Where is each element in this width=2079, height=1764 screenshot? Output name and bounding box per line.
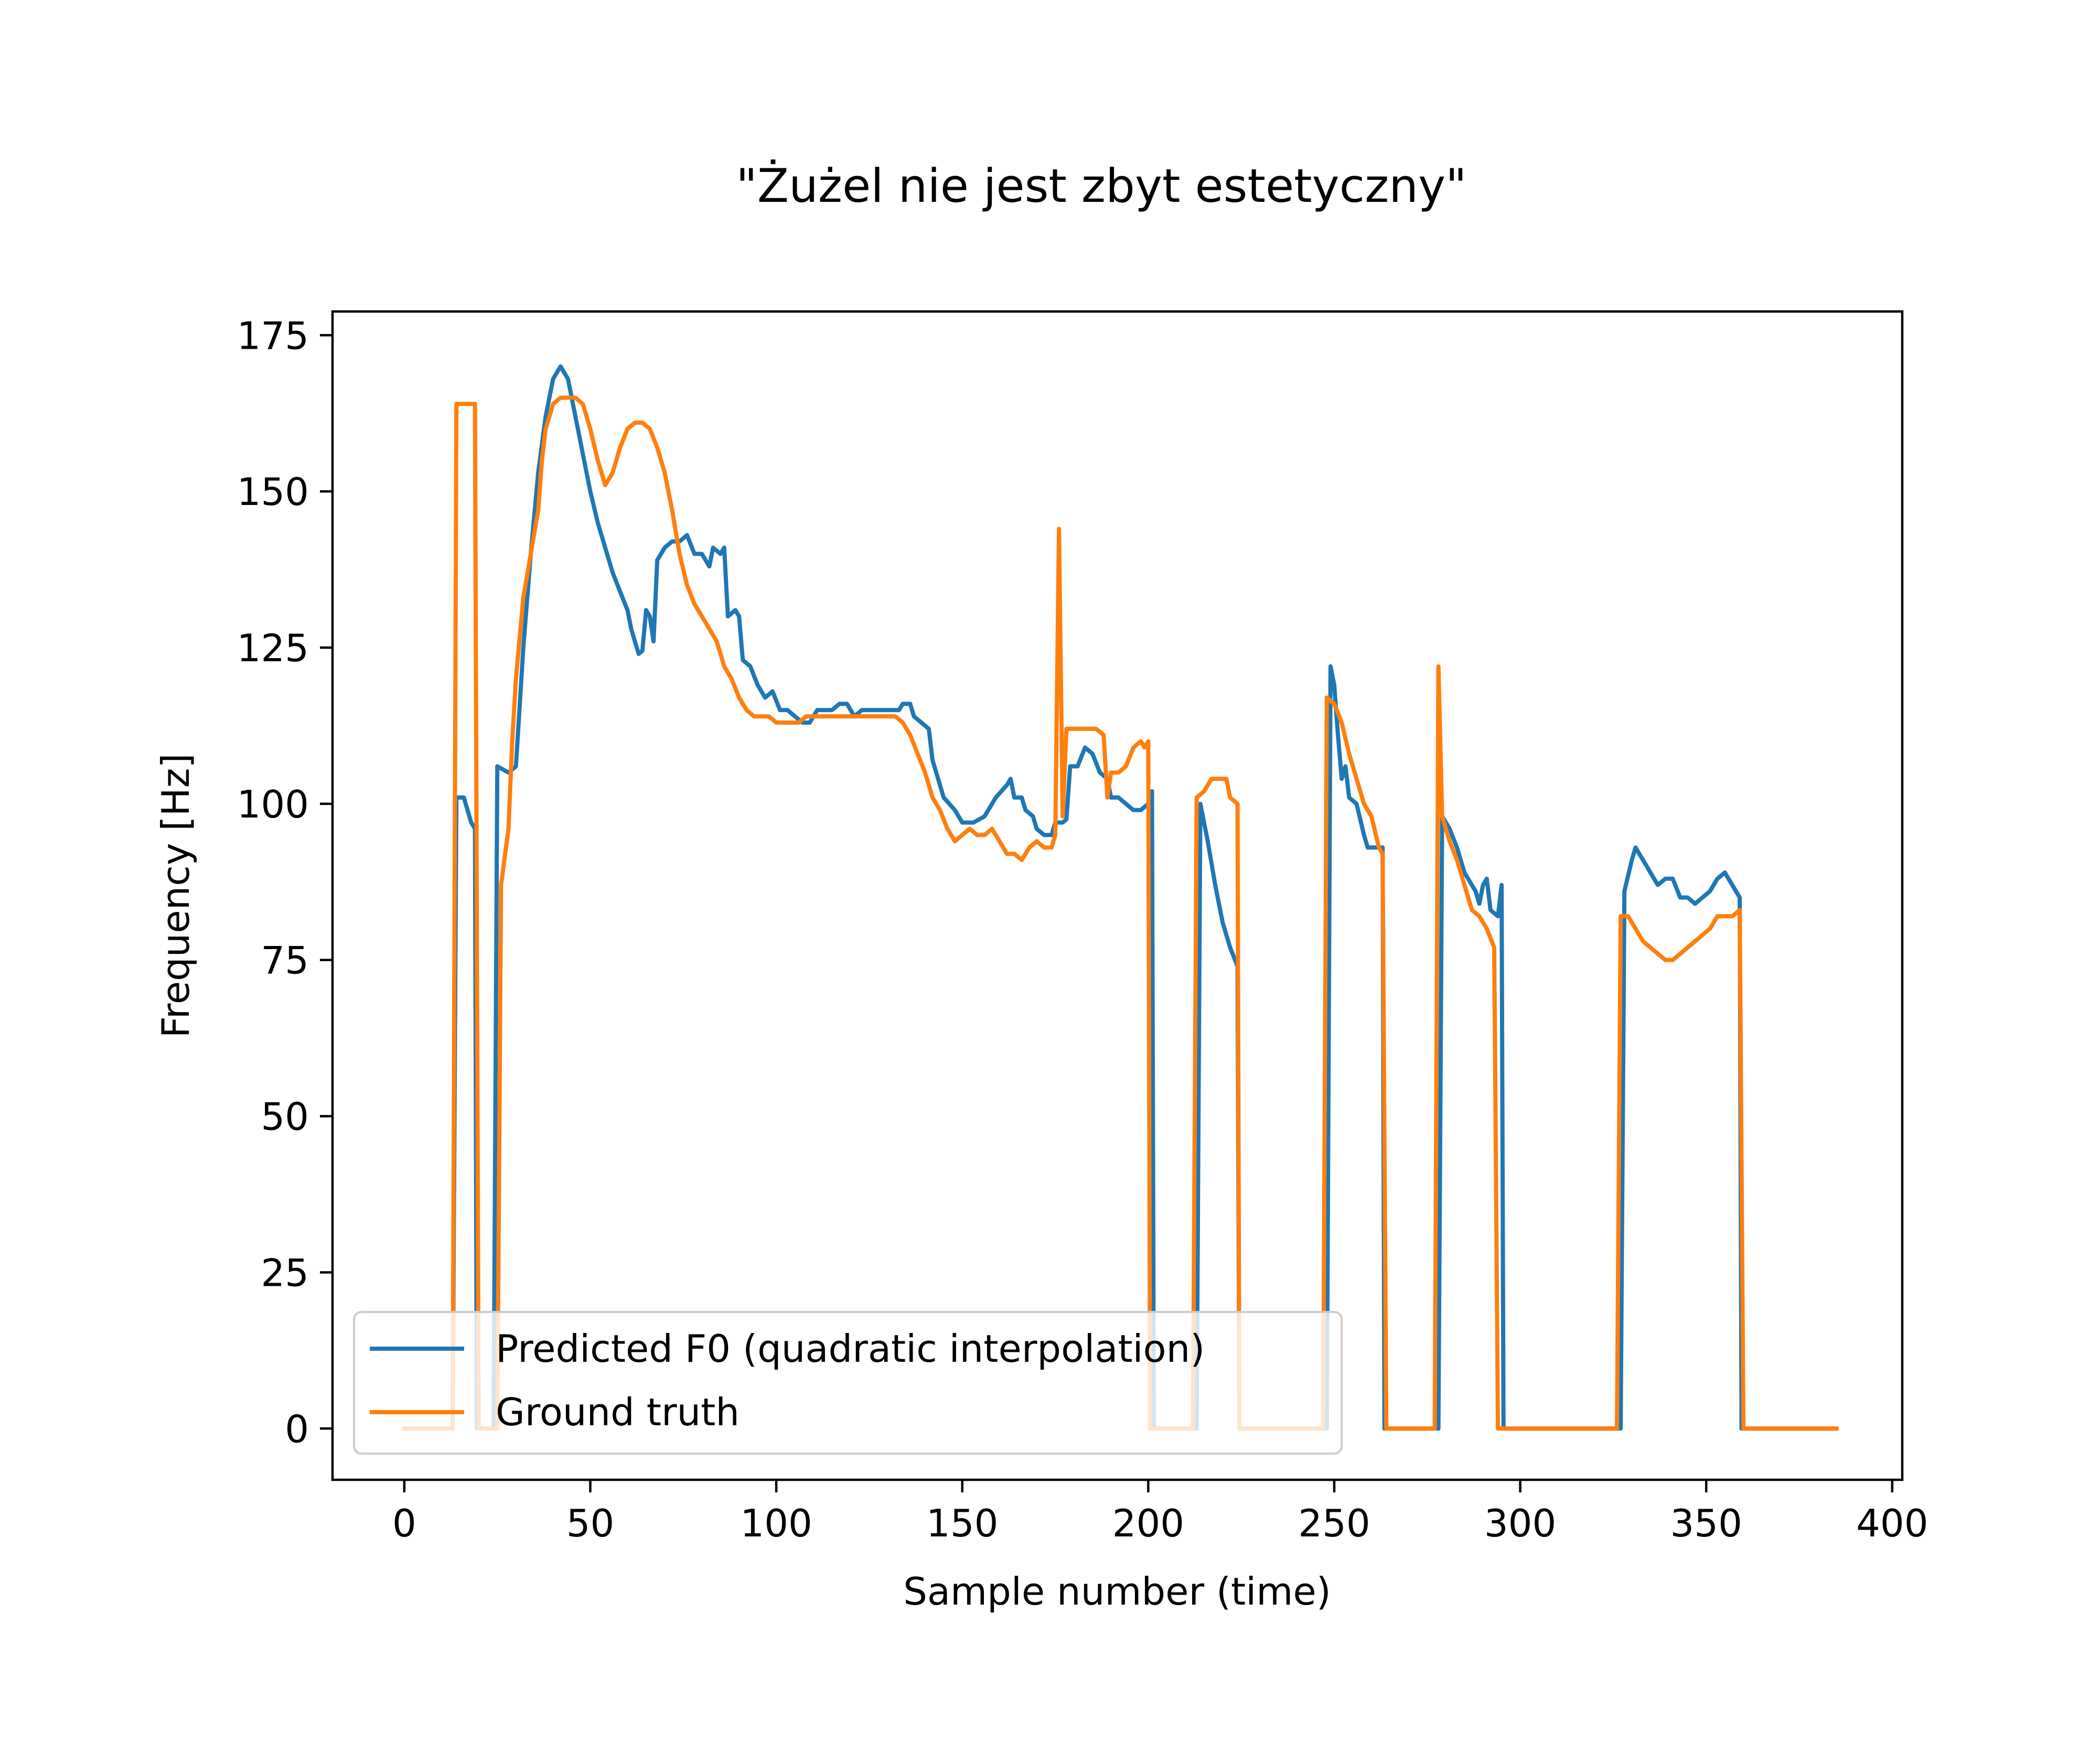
- x-axis: 0 50 100 150 200 250 300 350 400: [392, 1480, 1928, 1545]
- legend: Predicted F0 (quadratic interpolation) G…: [353, 1311, 1343, 1455]
- y-tick-label: 125: [237, 626, 309, 670]
- y-tick-label: 75: [261, 939, 309, 983]
- x-tick-label: 350: [1670, 1501, 1742, 1545]
- x-tick-label: 300: [1484, 1501, 1556, 1545]
- y-axis: 0 25 50 75 100 125 150 175: [237, 314, 333, 1451]
- y-tick-label: 150: [237, 470, 309, 514]
- series-line-1: [402, 395, 1839, 1431]
- y-tick-label: 175: [237, 314, 309, 358]
- y-axis-label: Frequency [Hz]: [154, 754, 198, 1038]
- plot-area: [331, 310, 1904, 1481]
- y-tick-label: 0: [285, 1407, 309, 1451]
- x-tick-label: 200: [1112, 1501, 1184, 1545]
- x-tick-label: 150: [926, 1501, 998, 1545]
- x-tick-label: 400: [1856, 1501, 1928, 1545]
- x-axis-label: Sample number (time): [903, 1569, 1331, 1614]
- x-tick-label: 250: [1298, 1501, 1370, 1545]
- y-tick-label: 25: [261, 1251, 309, 1295]
- y-tick-label: 50: [261, 1095, 309, 1139]
- legend-frame: [353, 1311, 1343, 1455]
- x-tick-label: 0: [392, 1501, 416, 1545]
- x-tick-label: 100: [740, 1501, 812, 1545]
- plot-frame: [331, 310, 1904, 1481]
- chart-title: "Żużel nie jest zbyt estetyczny": [736, 159, 1466, 213]
- y-tick-label: 100: [237, 782, 309, 826]
- legend-label-predicted: Predicted F0 (quadratic interpolation): [496, 1327, 1205, 1371]
- x-tick-label: 50: [566, 1501, 615, 1545]
- series-line-0: [402, 364, 1839, 1431]
- series-layer: [402, 364, 1839, 1431]
- legend-label-ground-truth: Ground truth: [496, 1390, 740, 1434]
